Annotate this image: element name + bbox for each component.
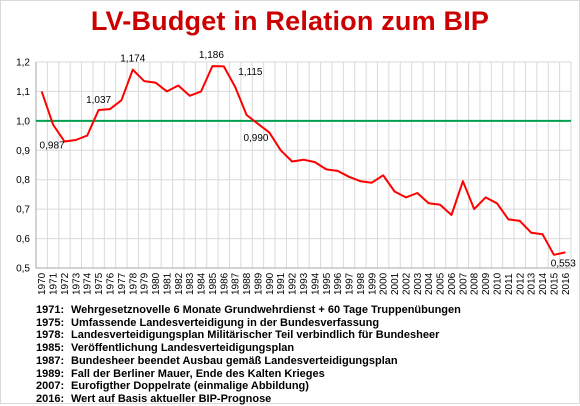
note-text: Landesverteidigungsplan Militärischer Te… [71, 329, 440, 342]
x-tick-label: 1975 [94, 272, 105, 295]
y-tick-label: 0,6 [16, 234, 30, 245]
x-tick-label: 1993 [299, 272, 310, 295]
x-tick-label: 1982 [174, 272, 185, 295]
note-text: Veröffentlichung Landesverteidigungsplan [71, 342, 295, 355]
grid-lines [35, 61, 572, 269]
x-tick-label: 1998 [356, 272, 367, 295]
data-label: 1,174 [120, 54, 145, 65]
note-row: 1985: Veröffentlichung Landesverteidigung… [36, 342, 576, 355]
axes: 0,5 0,6 0,7 0,8 0,9 1,0 1,1 1,2 1970 1971 1972 1973… [16, 58, 572, 296]
x-tick-label: 1974 [83, 272, 94, 295]
x-tick-label: 1985 [208, 272, 219, 295]
data-label-layer: 0,987 1,037 1,174 1,186 1,115 0,990 0,553 [40, 50, 577, 269]
x-tick-label: 1983 [185, 272, 196, 295]
data-label: 1,037 [86, 95, 111, 106]
note-year: 1985: [36, 342, 65, 355]
note-row: 1978: Landesverteidigungsplan Militärisch… [36, 329, 576, 342]
x-tick-label: 1979 [140, 272, 151, 295]
x-tick-label: 1991 [276, 272, 287, 295]
y-tick-label: 0,9 [16, 146, 30, 157]
x-tick-label: 1987 [231, 272, 242, 295]
x-tick-label: 2014 [538, 272, 549, 295]
x-tick-label: 1988 [242, 272, 253, 295]
data-label: 0,987 [40, 141, 65, 152]
x-tick-label: 2013 [527, 272, 538, 295]
x-tick-label: 2012 [515, 272, 526, 295]
data-label: 0,990 [243, 133, 268, 144]
note-row: 1987: Bundesheer beendet Ausbau gemäß Lan… [36, 355, 576, 368]
note-year: 2007: [36, 380, 65, 393]
note-text: Fall der Berliner Mauer, Ende des Kalten… [71, 367, 325, 380]
note-text: Eurofigther Doppelrate (einmalige Abbild… [71, 380, 309, 393]
x-tick-label: 1973 [71, 272, 82, 295]
event-notes: 1971: Wehrgesetznovelle 6 Monate Grundweh… [36, 304, 576, 406]
x-tick-label: 1986 [219, 272, 230, 295]
x-tick-label: 2016 [561, 272, 572, 295]
note-row: 1971: Wehrgesetznovelle 6 Monate Grundweh… [36, 304, 576, 317]
x-tick-label: 2009 [481, 272, 492, 295]
note-year: 1989: [36, 367, 65, 380]
x-tick-label: 2007 [458, 272, 469, 295]
x-tick-label: 2001 [390, 272, 401, 295]
note-year: 1971: [36, 304, 65, 316]
x-tick-label: 2011 [504, 273, 515, 295]
x-tick-label: 1970 [37, 272, 48, 295]
y-tick-label: 1,2 [16, 58, 30, 69]
x-tick-label: 2000 [379, 272, 390, 295]
y-tick-label: 0,8 [16, 175, 30, 186]
note-year: 1975: [36, 316, 65, 329]
data-label: 1,115 [238, 67, 263, 78]
x-tick-label: 2010 [493, 272, 504, 295]
x-tick-label: 1984 [197, 272, 208, 295]
y-tick-label: 1,0 [16, 116, 30, 127]
note-year: 2016: [36, 392, 65, 405]
data-label: 0,553 [551, 258, 576, 269]
x-tick-label: 2006 [447, 272, 458, 295]
x-tick-label: 1992 [288, 272, 299, 295]
x-tick-label: 1995 [322, 272, 333, 295]
note-row: 2007: Eurofigther Doppelrate (einmalige A… [36, 380, 576, 393]
note-text: Umfassende Landesverteidigung in der Bun… [71, 316, 380, 329]
note-row: 2016: Wert auf Basis aktueller BIP-Progno… [36, 393, 576, 406]
x-tick-label: 1996 [333, 272, 344, 295]
data-label: 1,186 [199, 50, 224, 61]
note-row: 1975: Umfassende Landesverteidigung in de… [36, 317, 576, 330]
note-row: 1989: Fall der Berliner Mauer, Ende des K… [36, 368, 576, 381]
x-tick-label: 2008 [470, 272, 481, 295]
y-tick-label: 0,5 [16, 264, 30, 275]
x-tick-label: 1999 [367, 272, 378, 295]
x-tick-label: 1989 [253, 272, 264, 295]
x-tick-label: 1990 [265, 272, 276, 295]
x-tick-label: 2002 [401, 272, 412, 295]
y-tick-label: 1,1 [16, 87, 30, 98]
y-tick-label: 0,7 [16, 205, 30, 216]
x-tick-label: 1980 [151, 272, 162, 295]
x-tick-label: 1972 [60, 272, 71, 295]
note-year: 1987: [36, 354, 65, 367]
x-tick-label: 2004 [424, 272, 435, 295]
note-text: Wehrgesetznovelle 6 Monate Grundwehrdien… [71, 304, 461, 316]
note-year: 1978: [36, 329, 65, 342]
series-layer [40, 65, 566, 256]
chart-title: LV-Budget in Relation zum BIP [90, 6, 490, 36]
x-tick-label: 1976 [105, 272, 116, 295]
x-tick-label: 1971 [49, 272, 60, 295]
x-tick-label: 1981 [162, 272, 173, 295]
x-tick-label: 2005 [436, 272, 447, 295]
x-tick-label: 1977 [117, 272, 128, 295]
x-tick-label: 1997 [345, 272, 356, 295]
series-line [40, 65, 566, 256]
note-text: Bundesheer beendet Ausbau gemäß Landesve… [71, 354, 398, 367]
x-tick-label: 2015 [549, 272, 560, 295]
x-tick-label: 1994 [310, 272, 321, 295]
x-tick-label: 2003 [413, 272, 424, 295]
x-tick-label: 1978 [128, 272, 139, 295]
note-text: Wert auf Basis aktueller BIP-Prognose [71, 392, 272, 405]
